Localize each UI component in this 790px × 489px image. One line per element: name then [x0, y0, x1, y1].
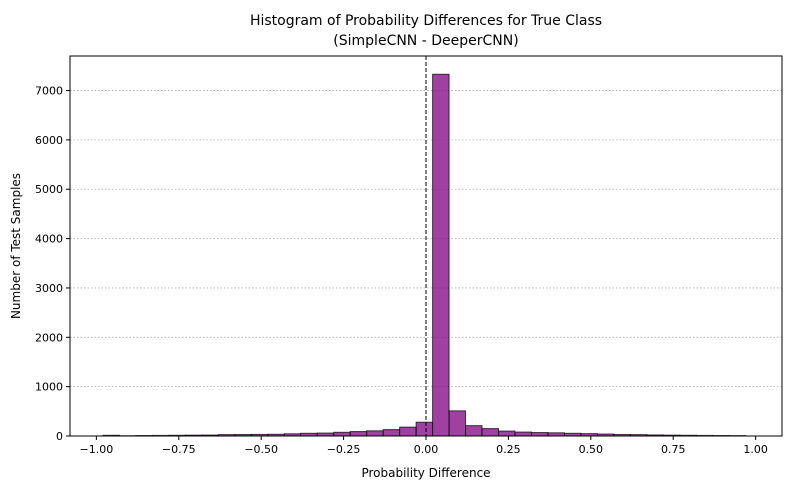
y-tick-label: 4000 — [35, 233, 63, 246]
y-axis-ticks: 0 1000 2000 3000 4000 5000 6000 7000 — [35, 85, 70, 443]
x-tick-label: 0.00 — [414, 443, 439, 456]
histogram-bar — [349, 431, 368, 437]
chart-title: Histogram of Probability Differences for… — [250, 13, 602, 29]
y-tick-label: 1000 — [35, 381, 63, 394]
histogram-bar — [432, 73, 450, 437]
histogram-bar — [481, 428, 500, 437]
x-tick-label: 0.75 — [661, 443, 686, 456]
y-tick-label: 2000 — [35, 331, 63, 344]
x-tick-label: −0.50 — [244, 443, 278, 456]
histogram-bar — [530, 432, 549, 437]
chart-subtitle: (SimpleCNN - DeeperCNN) — [333, 33, 518, 49]
y-tick-label: 5000 — [35, 183, 63, 196]
x-tick-label: −0.75 — [162, 443, 196, 456]
x-axis-ticks: −1.00 −0.75 −0.50 −0.25 0.00 0.25 0.50 0.75 1.00 — [80, 436, 768, 456]
histogram-bar — [465, 425, 483, 437]
histogram-bar — [448, 410, 467, 437]
y-tick-label: 7000 — [35, 85, 63, 98]
histogram-bar — [333, 431, 351, 437]
x-tick-label: −0.25 — [327, 443, 361, 456]
histogram-bar — [382, 429, 401, 437]
histogram-bar — [415, 421, 434, 437]
y-axis-label: Number of Test Samples — [9, 173, 23, 319]
y-tick-label: 6000 — [35, 134, 63, 147]
x-tick-label: 1.00 — [743, 443, 768, 456]
y-tick-label: 0 — [56, 430, 63, 443]
x-tick-label: −1.00 — [80, 443, 114, 456]
x-axis-label: Probability Difference — [361, 466, 490, 480]
histogram-bar — [498, 430, 516, 437]
histogram-bar — [399, 426, 417, 437]
histogram-bar — [514, 431, 532, 437]
histogram-bars — [102, 73, 747, 437]
y-tick-label: 3000 — [35, 282, 63, 295]
x-tick-label: 0.25 — [496, 443, 521, 456]
histogram-bar — [366, 430, 384, 437]
x-tick-label: 0.50 — [579, 443, 604, 456]
